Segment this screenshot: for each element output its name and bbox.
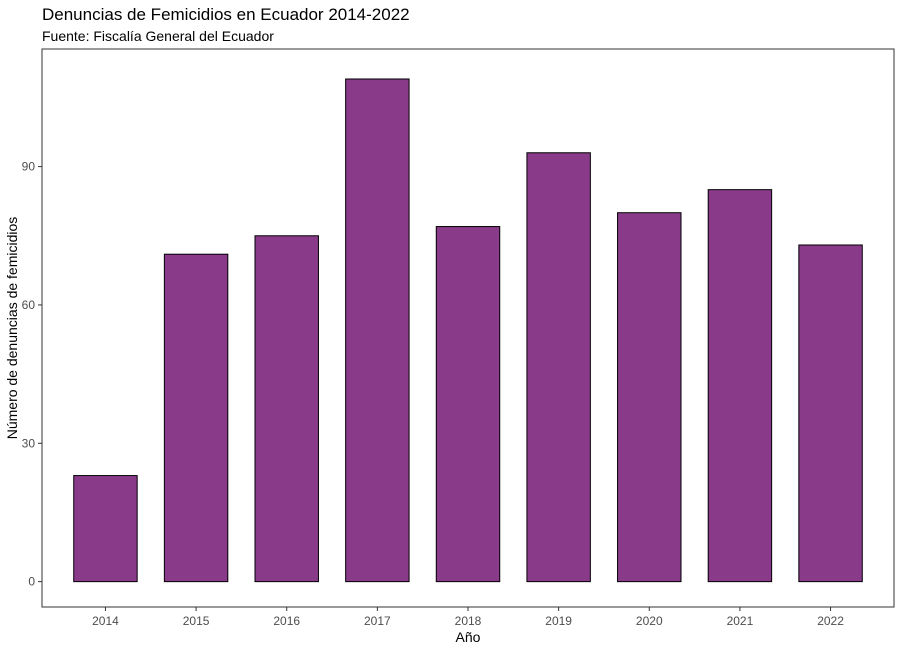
chart-subtitle: Fuente: Fiscalía General del Ecuador <box>42 28 274 44</box>
bar-2014 <box>73 475 138 583</box>
chart-title: Denuncias de Femicidios en Ecuador 2014-… <box>42 5 410 24</box>
y-tick-label: 0 <box>28 575 35 589</box>
x-axis-title: Año <box>456 629 481 645</box>
x-tick-label-2017: 2017 <box>364 614 391 628</box>
y-tick-label: 90 <box>22 160 36 174</box>
bar-2015 <box>163 253 229 583</box>
bar-2019 <box>526 152 591 583</box>
y-tick-label: 30 <box>22 436 36 450</box>
x-tick-label-2014: 2014 <box>92 614 119 628</box>
x-tick-label-2022: 2022 <box>817 614 844 628</box>
x-tick-label-2020: 2020 <box>636 614 663 628</box>
x-tick-label-2016: 2016 <box>273 614 300 628</box>
x-tick-label-2015: 2015 <box>183 614 210 628</box>
y-tick-label: 60 <box>22 298 36 312</box>
x-axis: 2014 2015 2016 2017 2018 2019 2020 2021 2022 <box>92 607 844 628</box>
bar-2018 <box>435 226 501 583</box>
bar-2022 <box>798 244 863 583</box>
bars-group <box>73 78 863 583</box>
bar-2016 <box>254 235 319 583</box>
bar-2020 <box>617 212 682 583</box>
bar-2017 <box>345 78 410 583</box>
y-axis: 0 30 60 90 <box>22 160 42 589</box>
bar-2021 <box>707 189 773 583</box>
x-tick-label-2019: 2019 <box>545 614 572 628</box>
x-tick-label-2018: 2018 <box>455 614 482 628</box>
y-axis-title: Número de denuncias de femicidios <box>4 217 20 440</box>
x-tick-label-2021: 2021 <box>727 614 754 628</box>
